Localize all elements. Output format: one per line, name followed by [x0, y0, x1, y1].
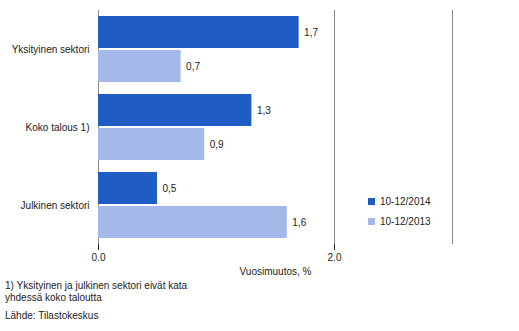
html-text:Lähde: Tilastokeskus: Lähde: Tilastokeskus: [5, 310, 99, 321]
svg-text:1,3: 1,3: [257, 105, 271, 116]
svg-text:0,9: 0,9: [210, 139, 224, 150]
svg-text:0,5: 0,5: [163, 183, 177, 194]
svg-text:Julkinen sektori: Julkinen sektori: [21, 200, 90, 211]
svg-text:Vuosimuutos, %: Vuosimuutos, %: [240, 266, 312, 277]
svg-text:1,7: 1,7: [304, 27, 318, 38]
svg-text:Koko talous 1): Koko talous 1): [26, 122, 90, 133]
html-text:10-12/2014: 10-12/2014: [380, 196, 431, 207]
svg-text:1,6: 1,6: [292, 217, 306, 228]
html-text:10-12/2013: 10-12/2013: [380, 216, 431, 227]
svg-text:0,7: 0,7: [186, 61, 200, 72]
svg-text:2.0: 2.0: [328, 252, 342, 263]
svg-text:Yksityinen sektori: Yksityinen sektori: [12, 44, 90, 55]
html-text:1) Yksityinen ja julkinen sekt: 1) Yksityinen ja julkinen sektori eivät …: [5, 280, 188, 303]
svg-text:0.0: 0.0: [92, 252, 106, 263]
